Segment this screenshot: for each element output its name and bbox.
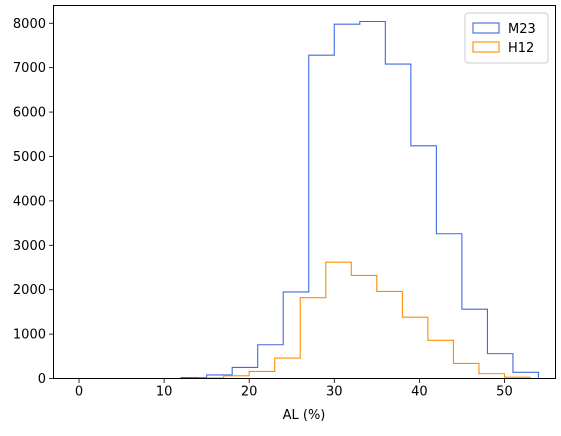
x-tick-label: 10 (156, 385, 173, 400)
y-tick-label: 1000 (13, 328, 46, 343)
x-tick-label: 30 (326, 385, 343, 400)
y-axis: 0 1000 2000 3000 4000 5000 6000 7000 8000 (13, 17, 54, 387)
series-m23-outline (79, 20, 540, 380)
legend-label-m23: M23 (508, 22, 536, 37)
y-tick-label: 4000 (13, 194, 46, 209)
y-tick-label: 7000 (13, 61, 46, 76)
x-tick-label: 40 (411, 385, 428, 400)
legend-label-h12: H12 (508, 41, 534, 56)
x-tick-label: 50 (496, 385, 513, 400)
x-tick-label: 0 (75, 385, 83, 400)
series-h12-outline (181, 261, 531, 380)
x-axis: 0 10 20 30 40 50 (75, 378, 513, 400)
y-tick-label: 0 (38, 372, 46, 387)
y-tick-label: 3000 (13, 239, 46, 254)
x-tick-label: 20 (241, 385, 258, 400)
series-layer (79, 20, 540, 380)
legend-box (464, 12, 549, 64)
x-axis-label: AL (%) (283, 408, 326, 423)
y-tick-label: 8000 (13, 17, 46, 32)
plot-frame (53, 5, 556, 379)
legend-swatch-h12 (472, 41, 500, 53)
legend-swatch-m23 (472, 22, 500, 34)
y-tick-label: 5000 (13, 150, 46, 165)
y-tick-label: 2000 (13, 283, 46, 298)
y-tick-label: 6000 (13, 106, 46, 121)
